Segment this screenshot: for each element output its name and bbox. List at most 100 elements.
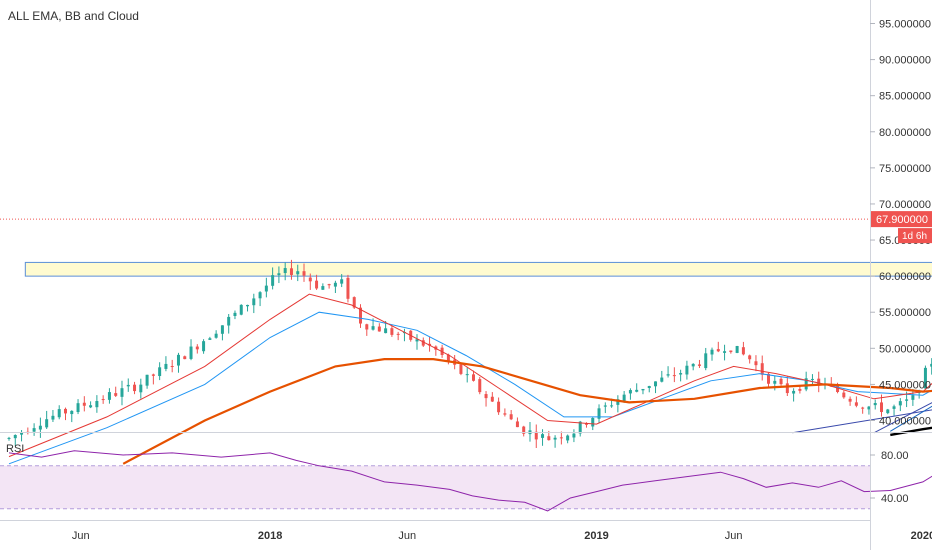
candle-body — [145, 374, 149, 386]
time-axis-label: 2019 — [584, 530, 608, 542]
rsi-axis-label: 40.00 — [881, 493, 909, 505]
ema-layer — [8, 293, 932, 465]
candle-body — [522, 426, 526, 434]
support-zone-rect[interactable] — [24, 261, 932, 277]
time-axis[interactable]: Jun2018Jun2019Jun2020Jun2021Jun2022Jun — [72, 530, 932, 542]
support-zone-layer — [24, 261, 932, 277]
candle-body — [879, 402, 883, 413]
candle-body — [622, 394, 626, 401]
candle-body — [164, 363, 168, 369]
candle-body — [754, 361, 758, 366]
candle-body — [898, 401, 902, 406]
candle-body — [189, 346, 193, 359]
price-axis-label: 45.000000 — [879, 379, 931, 391]
candle-body — [158, 367, 162, 377]
candle-body — [151, 374, 155, 376]
candle-body — [541, 434, 545, 438]
candle-body — [57, 409, 61, 418]
candle-body — [861, 407, 865, 409]
trendline[interactable] — [792, 318, 932, 434]
candle-body — [654, 381, 658, 387]
candle-body — [252, 298, 256, 306]
candle-body — [302, 271, 306, 276]
candle-body — [340, 279, 344, 284]
time-axis-label: Jun — [72, 530, 90, 542]
candle-body — [685, 365, 689, 375]
candle-body — [741, 347, 745, 355]
candle-body — [20, 432, 24, 435]
price-pane[interactable]: -61.80%-27.20%0.00%23.60%38.20%50.00%61.… — [0, 0, 932, 465]
candle-body — [51, 415, 55, 420]
ema-fast-line — [8, 293, 932, 458]
candle-body — [767, 373, 771, 384]
candle-body — [716, 349, 720, 352]
candle-body — [271, 275, 275, 286]
candle-body — [854, 402, 858, 406]
candle-body — [810, 378, 814, 380]
candle-body — [264, 285, 268, 292]
candle-body — [239, 304, 243, 315]
candle-body — [107, 392, 111, 400]
candle-body — [892, 406, 896, 409]
rsi-axis[interactable]: 80.00 40.00 — [870, 450, 909, 505]
current-price-tag: 67.900000 1d 6h — [871, 211, 932, 244]
rsi-pane[interactable] — [0, 450, 932, 512]
candle-body — [515, 421, 519, 428]
candle-body — [13, 435, 17, 439]
ema-slow-line — [8, 311, 932, 465]
countdown-label: 1d 6h — [902, 231, 927, 242]
candle-body — [603, 405, 607, 407]
candle-body — [773, 380, 777, 384]
candle-body — [704, 353, 708, 369]
candle-body — [779, 378, 783, 385]
candle-body — [817, 378, 821, 386]
candle-body — [547, 436, 551, 441]
price-axis-label: 95.000000 — [879, 19, 931, 31]
candle-body — [697, 364, 701, 366]
candle-body — [384, 328, 388, 334]
candle-body — [183, 356, 187, 360]
candle-body — [277, 273, 281, 276]
candle-body — [471, 374, 475, 381]
candle-body — [126, 384, 130, 387]
candle-body — [377, 326, 381, 332]
candle-body — [321, 286, 325, 290]
candle-body — [82, 402, 86, 406]
price-axis-label: 50.000000 — [879, 343, 931, 355]
candle-body — [836, 386, 840, 393]
rsi-label: RSI — [6, 443, 24, 455]
time-axis-label: 2020 — [911, 530, 932, 542]
price-axis[interactable]: 95.000000 90.000000 85.000000 80.000000 75.0… — [870, 19, 931, 428]
countdown-box — [898, 228, 932, 244]
candle-body — [672, 375, 676, 377]
candle-body — [421, 340, 425, 346]
candle-body — [352, 297, 356, 308]
candle-body — [95, 401, 99, 408]
candle-body — [647, 386, 651, 389]
candle-body — [635, 389, 639, 392]
candle-body — [120, 388, 124, 397]
candle-body — [660, 377, 664, 382]
candle-body — [346, 277, 350, 299]
candle-body — [873, 402, 877, 406]
candle-body — [289, 268, 293, 275]
candle-body — [534, 431, 538, 440]
candle-body — [509, 414, 513, 420]
candle-body — [89, 405, 93, 408]
rsi-axis-label: 80.00 — [881, 450, 909, 462]
candle-body — [792, 390, 796, 394]
candle-body — [70, 410, 74, 415]
candle-body — [76, 403, 80, 413]
candle-body — [497, 401, 501, 413]
candle-body — [227, 316, 231, 326]
candle-body — [867, 406, 871, 410]
candle-body — [63, 408, 67, 414]
candle-body — [333, 282, 337, 287]
price-axis-label: 60.000000 — [879, 271, 931, 283]
candle-body — [628, 390, 632, 394]
price-axis-label: 90.000000 — [879, 55, 931, 67]
candle-body — [566, 435, 570, 441]
candle-body — [233, 312, 237, 316]
candle-body — [365, 324, 369, 330]
